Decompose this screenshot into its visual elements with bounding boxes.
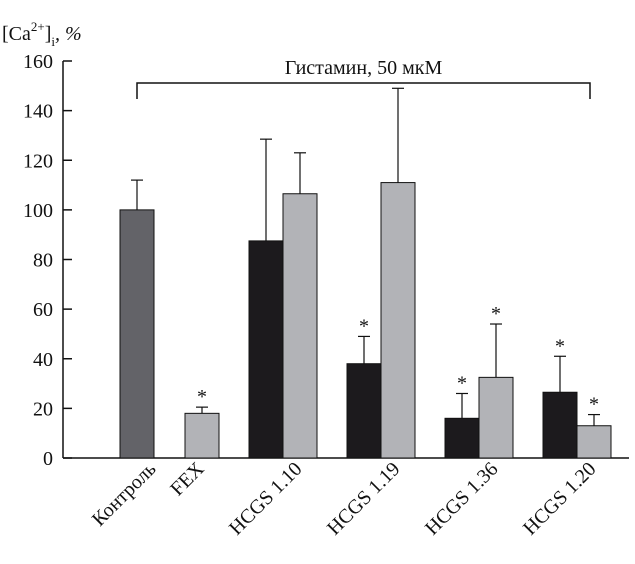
significance-star: * — [589, 394, 599, 416]
significance-star: * — [359, 315, 369, 337]
bar — [444, 417, 480, 459]
y-tick-label: 100 — [23, 200, 53, 222]
x-tick-label: Контроль — [88, 458, 161, 531]
y-tick-label: 160 — [23, 51, 53, 73]
y-tick-label: 20 — [33, 398, 53, 420]
bar — [282, 193, 318, 459]
y-tick-label: 0 — [43, 448, 53, 470]
bar — [248, 240, 284, 459]
y-axis-label-base: [Ca — [2, 23, 31, 45]
y-axis-label-rest: , % — [55, 23, 82, 45]
bar — [478, 376, 514, 459]
x-tick-label: HCGS 1.36 — [421, 458, 503, 540]
bar — [380, 182, 416, 459]
y-tick-label: 60 — [33, 299, 53, 321]
bars: * * * * * * — [119, 87, 612, 459]
y-tick-label: 120 — [23, 150, 53, 172]
y-ticks: 0 20 40 60 80 100 120 140 160 — [23, 51, 72, 470]
bar — [184, 412, 220, 459]
significance-star: * — [555, 335, 565, 357]
y-tick-label: 140 — [23, 101, 53, 123]
y-axis-label: [Ca2+]i, % — [2, 19, 82, 49]
bar — [119, 209, 155, 459]
bar — [542, 391, 578, 459]
x-tick-label: HCGS 1.19 — [323, 458, 405, 540]
x-tick-label: HCGS 1.20 — [519, 458, 601, 540]
bar — [576, 425, 612, 459]
bar — [346, 363, 382, 459]
bracket-label: Гистамин, 50 мкМ — [285, 57, 443, 79]
x-tick-label: FEX — [166, 458, 209, 501]
y-tick-label: 80 — [33, 250, 53, 272]
y-axis-label-sub: i — [51, 34, 55, 49]
significance-star: * — [197, 386, 207, 408]
y-axis-label-bracket: ] — [45, 23, 52, 45]
y-tick-label: 40 — [33, 349, 53, 371]
y-axis-label-sup: 2+ — [31, 19, 45, 34]
x-tick-label: HCGS 1.10 — [225, 458, 307, 540]
histamine-bracket: Гистамин, 50 мкМ — [136, 57, 591, 99]
significance-star: * — [491, 303, 501, 325]
x-ticks: Контроль FEX HCGS 1.10 HCGS 1.19 HCGS 1.36 HC… — [88, 458, 601, 540]
significance-star: * — [457, 372, 467, 394]
bracket-line — [136, 82, 591, 99]
